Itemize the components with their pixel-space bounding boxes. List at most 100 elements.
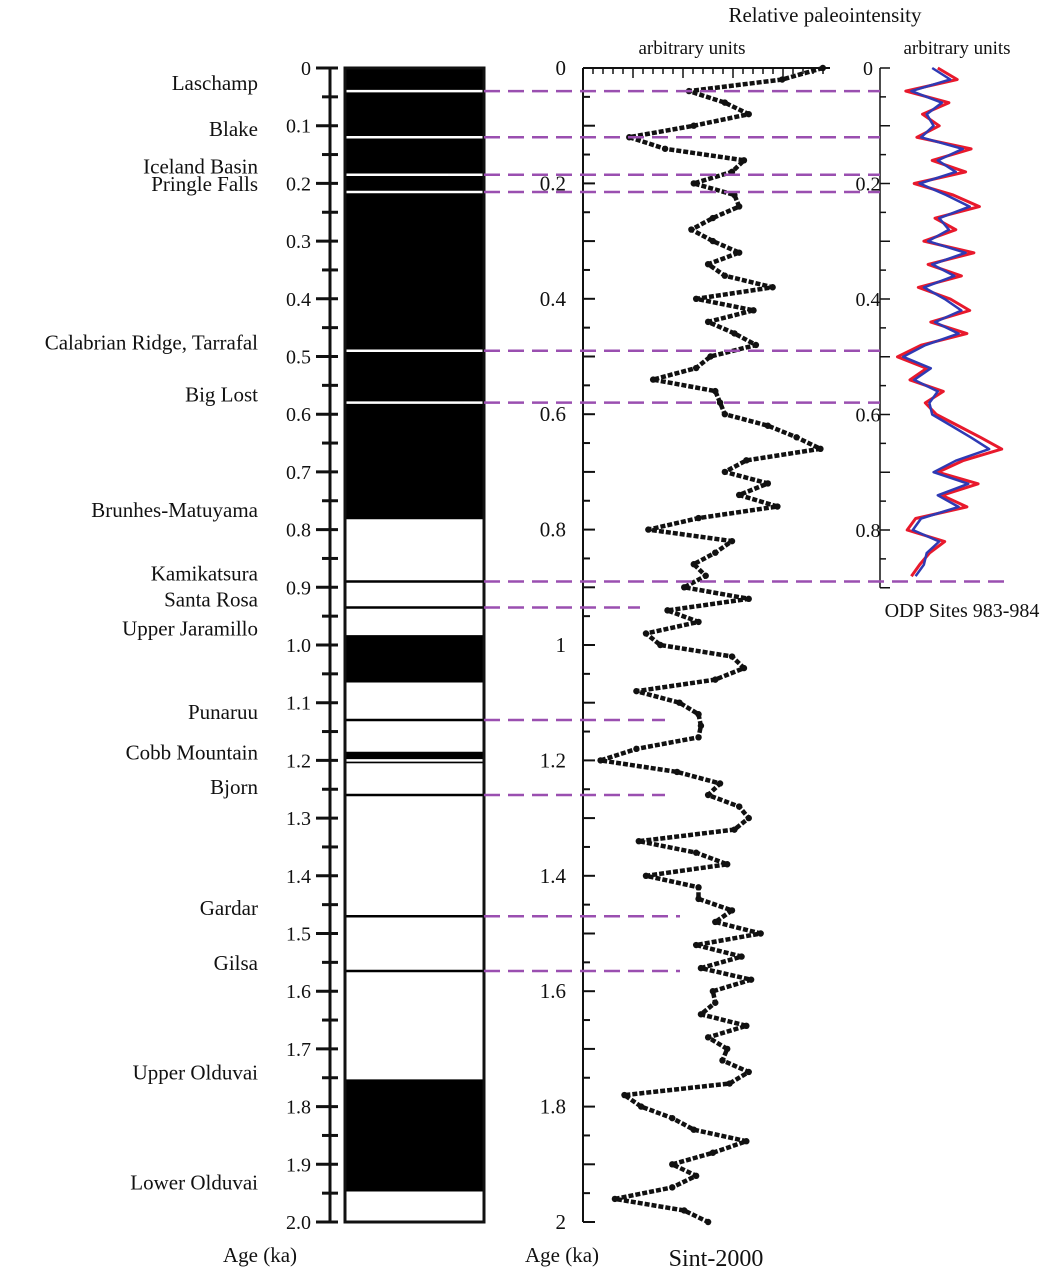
age-axis-left-tick-label: 1.2	[286, 750, 311, 772]
sint-2000-point	[735, 249, 743, 256]
age-axis-left-tick-label: 0.5	[286, 347, 311, 369]
sint-2000-point	[669, 1161, 676, 1168]
sint-2000-point	[740, 664, 748, 672]
sint-2000-point	[637, 1103, 645, 1110]
age-axis-left-tick-label: 0.9	[286, 577, 311, 599]
event-label: Pringle Falls	[151, 172, 258, 196]
sint-2000-point	[774, 503, 781, 510]
sint-units-label: arbitrary units	[638, 38, 745, 59]
sint-2000-point	[743, 1022, 750, 1030]
sint-2000-point	[721, 468, 729, 476]
sint-2000-point	[695, 884, 702, 891]
sint-2000-point	[712, 918, 719, 926]
sint-2000-point	[692, 1172, 700, 1180]
sint-2000-point	[633, 745, 640, 753]
sint-2000-point	[704, 318, 712, 326]
sint-2000-point	[642, 872, 650, 879]
sint-2000-point	[664, 607, 671, 614]
sint-2000-point	[692, 849, 700, 856]
normal-polarity-block	[345, 636, 484, 683]
polarity-scale	[343, 66, 486, 1224]
sint-2000-point	[752, 341, 760, 349]
sint-y-tick-label: 1.4	[540, 864, 567, 888]
event-label: Gardar	[200, 896, 258, 920]
sint-2000-point	[721, 99, 729, 106]
sint-2000-point	[649, 376, 657, 383]
age-axis-left: 0 0.1 0.2 0.3 0.4 0.5 0.6 0.7 0.8 0.9 1.0 1.1 1.2 1.3…	[286, 58, 338, 1234]
age-axis-left-tick-label: 1.8	[286, 1097, 311, 1119]
age-axis-left-tick-label: 2.0	[286, 1212, 311, 1234]
age-axis-left-tick-label: 0.4	[286, 289, 311, 311]
sint-2000-point	[702, 572, 709, 579]
sint-2000-point	[635, 837, 642, 845]
age-axis-left-tick-label: 0.2	[286, 173, 311, 195]
sint-2000-point	[764, 422, 772, 429]
sint-2000-point	[743, 1138, 750, 1145]
sint-2000-point	[735, 803, 743, 810]
age-axis-left-tick-label: 1.5	[286, 924, 311, 946]
odp-y-tick-label: 0.4	[856, 289, 881, 311]
event-label: Upper Jaramillo	[122, 616, 258, 640]
age-axis-left-tick-label: 0.7	[286, 462, 311, 484]
sint-2000-point	[735, 203, 743, 210]
sint-2000-point	[793, 434, 800, 441]
sint-2000-point	[669, 1184, 676, 1191]
sint-2000-point	[676, 699, 683, 706]
sint-2000-point	[728, 653, 736, 660]
sint-2000-point	[712, 676, 719, 683]
sint-2000-point	[735, 491, 743, 499]
sint-2000-point	[690, 561, 697, 568]
event-label: Calabrian Ridge, Tarrafal	[45, 331, 258, 355]
sint-2000-point	[681, 584, 688, 591]
sint-2000-point	[611, 1195, 619, 1203]
sint-2000-point	[642, 630, 650, 637]
sint-2000-plot: 00.20.40.60.811.21.41.61.82	[540, 56, 830, 1234]
sint-2000-point	[645, 526, 652, 533]
sint-2000-point	[697, 722, 705, 729]
sint-2000-point	[716, 780, 724, 787]
sint-y-tick-label: 0.4	[540, 287, 567, 311]
event-label: Upper Olduvai	[133, 1061, 259, 1085]
sint-2000-point	[712, 549, 719, 556]
sint-2000-point	[819, 64, 827, 72]
odp-name: ODP Sites 983-984	[885, 600, 1040, 622]
sint-y-tick-label: 0.8	[540, 518, 566, 542]
polarity-column-border	[343, 66, 486, 1224]
sint-2000-point	[690, 180, 697, 187]
sint-2000-point	[704, 260, 712, 268]
event-label: Big Lost	[185, 383, 258, 407]
sint-y-tick-label: 0.6	[540, 402, 566, 426]
sint-2000-point	[740, 157, 748, 164]
sint-2000-point	[704, 1218, 712, 1226]
sint-2000-point	[697, 1011, 705, 1018]
event-label: Lower Olduvai	[130, 1170, 258, 1194]
sint-2000-point	[695, 711, 702, 718]
sint-2000-point	[690, 1126, 697, 1133]
normal-polarity-block	[345, 68, 484, 519]
sint-2000-point	[779, 76, 786, 83]
sint-2000-point	[817, 445, 824, 453]
sint-2000-point	[745, 110, 752, 118]
figure-title: Relative paleointensity	[728, 3, 922, 27]
sint-2000-point	[728, 168, 736, 176]
sint-2000-point	[724, 861, 731, 868]
sint-2000-point	[621, 1091, 628, 1099]
sint-2000-point	[743, 457, 750, 464]
sint-2000-point	[745, 1068, 752, 1076]
age-axis-left-tick-label: 1.9	[286, 1154, 311, 1176]
sint-y-tick-label: 0	[556, 56, 567, 80]
sint-2000-point	[764, 480, 772, 487]
sint-2000-point	[721, 272, 729, 279]
event-label: Santa Rosa	[164, 587, 259, 611]
age-axis-left-tick-label: 0.6	[286, 404, 311, 426]
sint-2000-point	[704, 1034, 712, 1041]
normal-polarity-block	[345, 1080, 484, 1191]
sint-2000-point	[669, 1114, 676, 1122]
sint-y-tick-label: 1.8	[540, 1095, 566, 1119]
sint-2000-point	[721, 411, 729, 418]
sint-2000-point	[724, 1045, 731, 1053]
sint-2000-point	[747, 976, 755, 983]
age-axis-left-tick-label: 1.3	[286, 808, 311, 830]
sint-y-tick-label: 2	[556, 1210, 567, 1234]
